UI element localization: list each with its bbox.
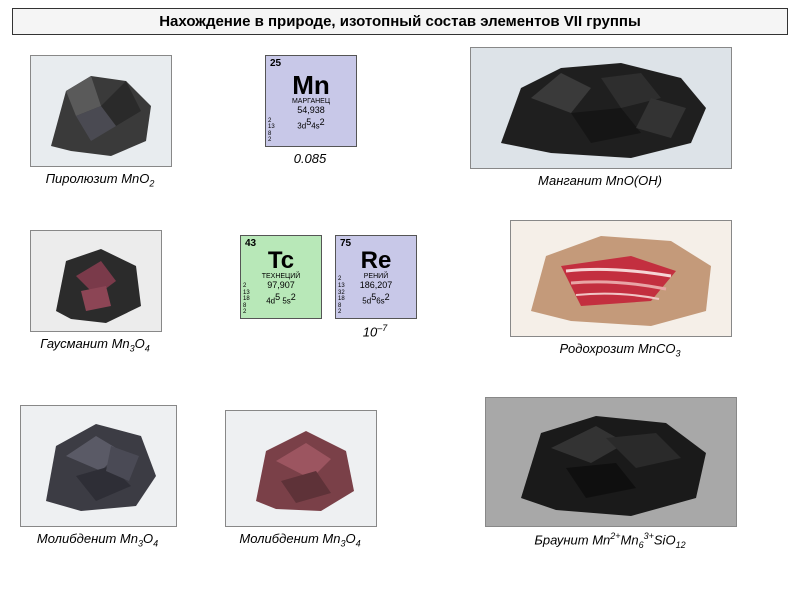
tc-config: 4d5 5s2 [266, 292, 296, 306]
tc-symbol: Tc [268, 249, 294, 273]
re-mass: 186,207 [360, 280, 393, 290]
manganite-image [471, 48, 731, 168]
mineral-pyrolusite: Пиролюзит MnO2 [30, 55, 170, 189]
re-config: 5d56s2 [362, 292, 389, 306]
molybdenite1-label: Молибденит Mn3O4 [20, 531, 175, 549]
tc-number: 43 [245, 238, 256, 249]
mn-shells: 21382 [268, 118, 275, 144]
mn-number: 25 [270, 58, 281, 69]
mn-name: МАРГАНЕЦ [292, 98, 330, 105]
element-mn: 25 Mn МАРГАНЕЦ 54,938 3d54s2 21382 0.085 [265, 55, 355, 166]
pyrolusite-image [31, 56, 171, 166]
rhodochrosite-image [511, 221, 731, 336]
mn-abundance: 0.085 [265, 151, 355, 166]
braunite-label: Браунит Mn2+Mn63+SiO12 [485, 531, 735, 550]
re-shells: 213321882 [338, 276, 345, 316]
mineral-manganite: Манганит MnO(OH) [470, 47, 730, 188]
mineral-molybdenite-1: Молибденит Mn3O4 [20, 405, 175, 549]
mineral-rhodochrosite: Родохрозит MnCO3 [510, 220, 730, 359]
mn-config: 3d54s2 [297, 117, 324, 131]
hausmannite-image [31, 231, 161, 331]
re-name: РЕНИЙ [364, 273, 388, 280]
molybdenite2-image [226, 411, 376, 526]
content-grid: Пиролюзит MnO2 25 Mn МАРГАНЕЦ 54,938 3d5… [0, 35, 800, 595]
mn-mass: 54,938 [297, 105, 325, 115]
mineral-hausmannite: Гаусманит Mn3O4 [30, 230, 160, 354]
re-abundance: 10–7 [295, 323, 455, 339]
element-tc: 43 Tc ТЕХНЕЦИЙ 97,907 4d5 5s2 2131882 [240, 235, 320, 319]
molybdenite1-image [21, 406, 176, 526]
tc-mass: 97,907 [267, 280, 295, 290]
pyrolusite-label: Пиролюзит MnO2 [30, 171, 170, 189]
mineral-braunite: Браунит Mn2+Mn63+SiO12 [485, 397, 735, 550]
tc-name: ТЕХНЕЦИЙ [262, 273, 301, 280]
mn-symbol: Mn [292, 72, 330, 98]
braunite-image [486, 398, 736, 526]
re-number: 75 [340, 238, 351, 249]
element-re: 75 Re РЕНИЙ 186,207 5d56s2 213321882 10–… [335, 235, 415, 339]
hausmannite-label: Гаусманит Mn3O4 [30, 336, 160, 354]
rhodochrosite-label: Родохрозит MnCO3 [510, 341, 730, 359]
tc-shells: 2131882 [243, 283, 250, 316]
page-title: Нахождение в природе, изотопный состав э… [12, 8, 788, 35]
mineral-molybdenite-2: Молибденит Mn3O4 [225, 410, 375, 549]
manganite-label: Манганит MnO(OH) [470, 173, 730, 188]
molybdenite2-label: Молибденит Mn3O4 [225, 531, 375, 549]
re-symbol: Re [361, 249, 392, 273]
